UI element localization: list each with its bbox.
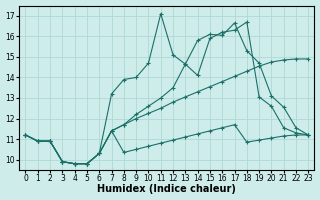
X-axis label: Humidex (Indice chaleur): Humidex (Indice chaleur) — [98, 184, 236, 194]
